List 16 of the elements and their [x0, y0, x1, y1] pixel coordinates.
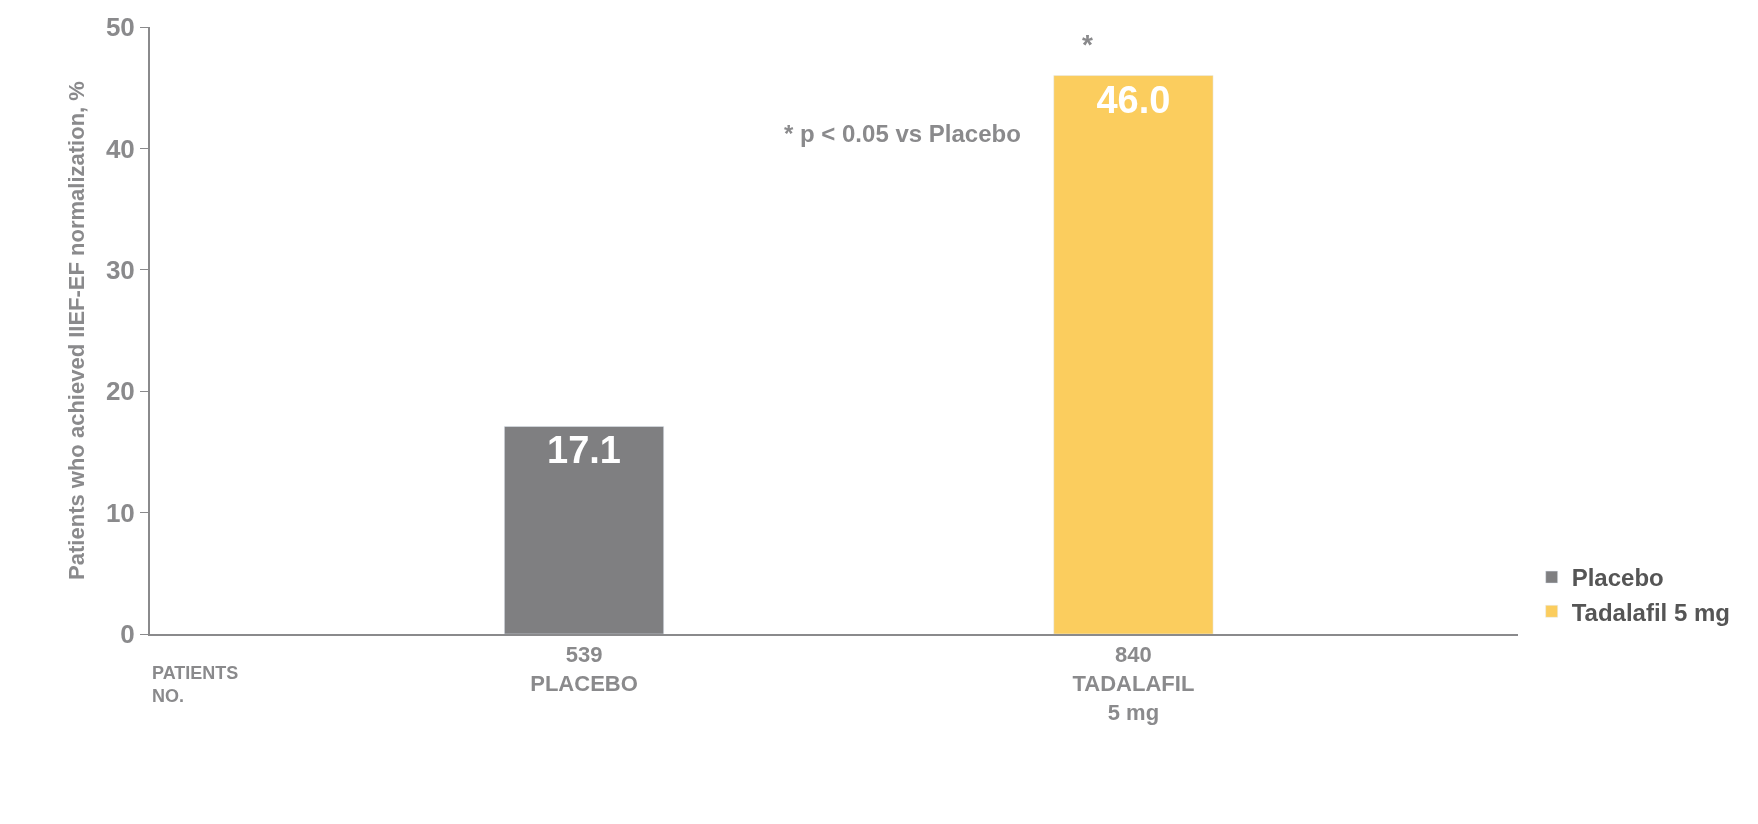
annotation: * p < 0.05 vs Placebo [784, 120, 1021, 147]
legend-label: Tadalafil 5 mg [1571, 598, 1730, 626]
y-tick-label: 10 [105, 497, 135, 528]
annotation: * [1082, 29, 1093, 60]
y-tick-label: 30 [105, 254, 135, 285]
y-tick-label: 0 [120, 619, 135, 650]
y-axis-title: Patients who achieved IIEF-EF normalization, % [64, 81, 90, 580]
data-label: 17.1 [547, 429, 622, 472]
y-tick-label: 50 [105, 12, 135, 43]
data-label: 46.0 [1096, 78, 1171, 121]
x-tick-label: 539 PLACEBO [530, 642, 638, 696]
x-tick-label: 840 TADALAFIL 5 mg [1072, 642, 1195, 725]
text: PATIENTS NO. [152, 663, 239, 707]
legend-label: Placebo [1571, 564, 1664, 592]
y-tick-label: 40 [105, 133, 135, 164]
y-tick-label: 20 [105, 376, 135, 407]
